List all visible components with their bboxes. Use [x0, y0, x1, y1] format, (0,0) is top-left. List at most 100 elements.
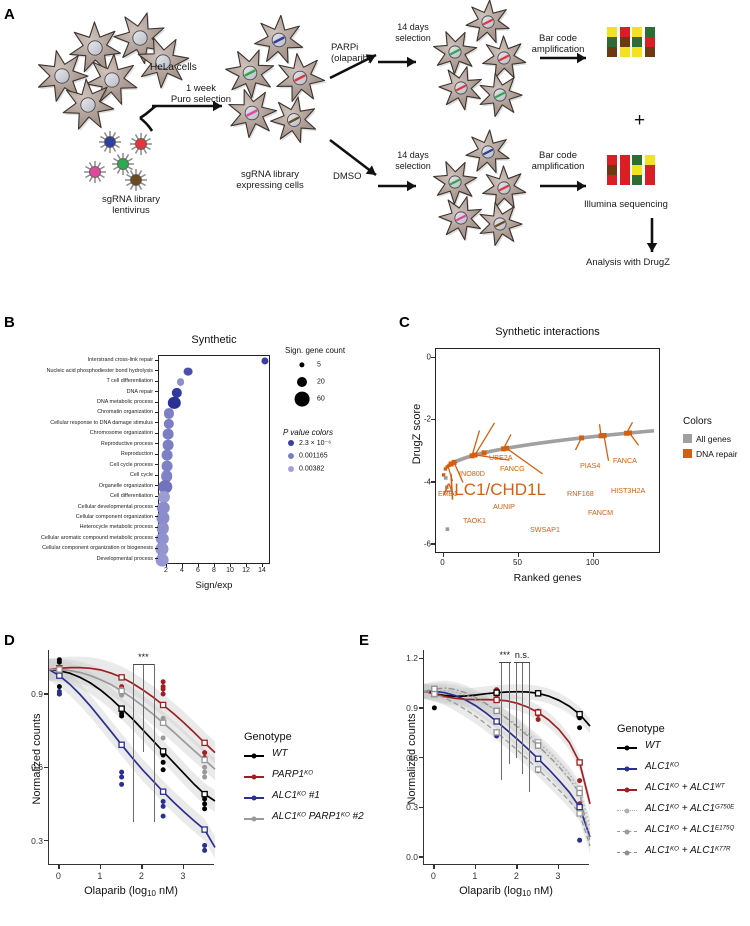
panel-c-gene-label: RNF168	[567, 489, 594, 498]
panel-b-category-label: Organelle organization	[98, 482, 153, 489]
panel-d-y-tick: 0.9	[31, 688, 43, 699]
panel-b-data-point	[176, 378, 185, 387]
panel-b-category-label: Chromosome organization	[89, 430, 153, 437]
panel-e-comparison-line	[528, 662, 530, 792]
panel-b-legend-color-swatch	[288, 440, 294, 446]
panel-d-significance-label: ***	[138, 652, 149, 662]
panel-b-category-label: Cellular developmental process	[77, 503, 153, 510]
panel-e-legend-title: Genotype	[617, 723, 665, 735]
panel-e-y-tickmark	[419, 707, 423, 709]
panel-b-category-label: T cell differentiation	[106, 378, 153, 385]
label-analysis-drugz: Analysis with DrugZ	[586, 257, 670, 268]
barcode-band	[607, 27, 617, 37]
panel-b-data-point	[162, 428, 174, 440]
barcode-band	[632, 155, 642, 165]
panel-c-y-axis-label: DrugZ score	[411, 403, 423, 465]
panel-e-plot-area	[423, 650, 591, 865]
barcode-band	[619, 165, 630, 175]
panel-b-letter: B	[4, 314, 15, 331]
panel-d-legend-marker	[251, 795, 257, 801]
panel-b-data-point	[161, 460, 173, 472]
barcode-band	[632, 37, 642, 47]
panel-a-illustration	[37, 0, 658, 252]
panel-c-y-tickmark	[431, 543, 435, 545]
panel-d-x-tick: 0	[55, 871, 61, 881]
panel-b-x-tick: 8	[212, 567, 216, 574]
panel-d-curves-svg	[48, 656, 216, 859]
panel-b-y-tick	[155, 453, 158, 455]
panel-e-legend-marker	[624, 829, 630, 835]
panel-d-legend-marker	[251, 816, 257, 822]
panel-b-y-tick	[155, 411, 158, 413]
panel-e-x-tick: 1	[472, 871, 478, 881]
panel-e-legend-label: ALC1KO + ALC1G750E	[645, 803, 735, 814]
panel-c-x-tickmark	[442, 553, 444, 557]
panel-d-comparison-line	[143, 664, 145, 752]
panel-b-y-tick	[155, 474, 158, 476]
panel-d-y-tickmark	[44, 693, 48, 695]
panel-e-dose-response: E 0.0 0.3 0.6 0.9 1.2 0 1 2 3 Normalized counts…	[355, 608, 750, 926]
panel-d-x-tick: 1	[97, 871, 103, 881]
panel-b-data-point	[161, 449, 173, 461]
barcode-band	[632, 47, 642, 57]
barcode-band	[619, 27, 630, 37]
panel-b-data-point	[155, 553, 169, 567]
barcode-band	[644, 165, 655, 175]
panel-c-letter: C	[399, 314, 410, 331]
panel-e-y-tickmark	[419, 657, 423, 660]
panel-b-dotplot: B Synthetic Interstrand cross-link repai…	[0, 308, 390, 608]
panel-b-category-label: Interstrand cross-link repair	[87, 357, 153, 364]
label-barcode-amplification-top: Bar code amplification	[531, 33, 585, 55]
panel-d-legend-label: WT	[272, 748, 288, 759]
label-sgrna-expressing-cells: sgRNA library expressing cells	[236, 169, 304, 191]
barcode-band	[607, 37, 617, 47]
panel-c-x-tick: 0	[440, 558, 445, 567]
panel-b-legend-color-label: 0.001165	[299, 452, 328, 460]
panel-d-y-tickmark	[44, 840, 48, 842]
panel-b-data-point	[156, 511, 170, 525]
panel-c-gene-label: TAOK1	[463, 516, 487, 525]
panel-d-x-tickmark	[182, 865, 185, 869]
panel-d-x-tickmark	[58, 865, 60, 869]
panel-b-data-point	[163, 418, 174, 430]
panel-d-dose-response: D 0.3 0.6 0.9 0 1 2 3 Normalized counts Olapa…	[0, 608, 375, 926]
label-plus-sign: +	[634, 110, 646, 131]
panel-e-comparison-line	[516, 662, 518, 758]
panel-b-y-tick	[155, 547, 158, 549]
panel-b-y-tick	[155, 558, 158, 560]
panel-e-comparison-line	[508, 662, 510, 764]
panel-b-data-point	[158, 479, 173, 494]
panel-c-y-tick: -2	[423, 414, 431, 424]
panel-b-legend-size-dot	[299, 362, 305, 368]
panel-b-x-tickmark	[182, 564, 183, 567]
barcode-band	[632, 27, 642, 37]
barcode-gel-top	[607, 27, 656, 57]
panel-c-legend-swatch	[683, 434, 692, 443]
panel-c-gene-label: HIST3H2A	[611, 486, 646, 495]
panel-e-letter: E	[359, 632, 370, 649]
panel-c-y-tickmark	[431, 481, 435, 483]
panel-d-y-tickmark	[44, 766, 48, 769]
panel-a-letter: A	[4, 6, 15, 23]
panel-e-y-axis-label: Normalized counts	[406, 713, 418, 805]
panel-e-legend-marker	[624, 745, 630, 751]
panel-b-x-tickmark	[198, 564, 199, 567]
panel-e-y-tickmark	[419, 757, 423, 759]
panel-c-gene-label: FANCG	[500, 464, 525, 473]
panel-c-gene-label: INO80D	[459, 469, 485, 478]
barcode-band	[607, 175, 617, 185]
label-selection-top: 14 days selection	[395, 22, 431, 43]
panel-b-y-tick	[155, 495, 158, 497]
panel-c-y-tick: -6	[423, 539, 431, 549]
panel-c-y-tick: 0	[426, 352, 431, 362]
panel-e-x-tickmark	[557, 865, 560, 869]
panel-b-legend-size-label: 5	[317, 361, 321, 369]
panel-e-legend-marker	[624, 787, 630, 793]
panel-b-category-label: Cellular component organization or bioge…	[42, 545, 153, 552]
panel-e-x-tickmark	[516, 865, 518, 869]
panel-e-x-tickmark	[433, 865, 435, 869]
panel-d-x-tickmark	[141, 865, 143, 869]
panel-b-x-tick: 12	[242, 567, 250, 574]
barcode-band	[619, 47, 630, 57]
panel-b-legend-color-swatch	[288, 453, 294, 459]
